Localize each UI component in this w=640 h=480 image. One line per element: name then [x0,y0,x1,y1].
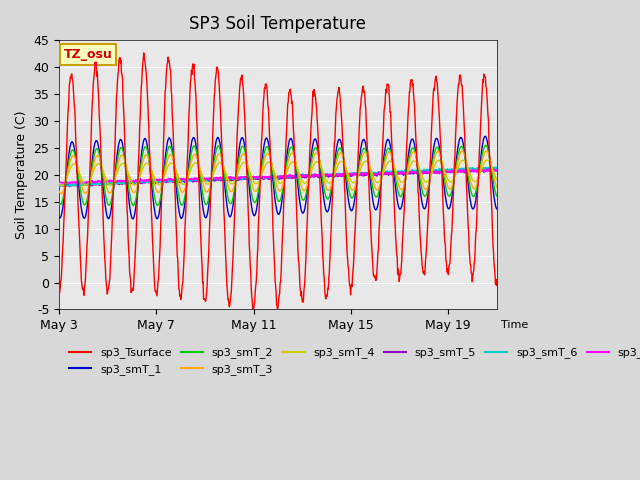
Text: Time: Time [501,320,528,330]
Text: TZ_osu: TZ_osu [63,48,112,61]
Title: SP3 Soil Temperature: SP3 Soil Temperature [189,15,366,33]
Y-axis label: Soil Temperature (C): Soil Temperature (C) [15,110,28,239]
Legend: sp3_Tsurface, sp3_smT_1, sp3_smT_2, sp3_smT_3, sp3_smT_4, sp3_smT_5, sp3_smT_6, : sp3_Tsurface, sp3_smT_1, sp3_smT_2, sp3_… [65,343,640,379]
